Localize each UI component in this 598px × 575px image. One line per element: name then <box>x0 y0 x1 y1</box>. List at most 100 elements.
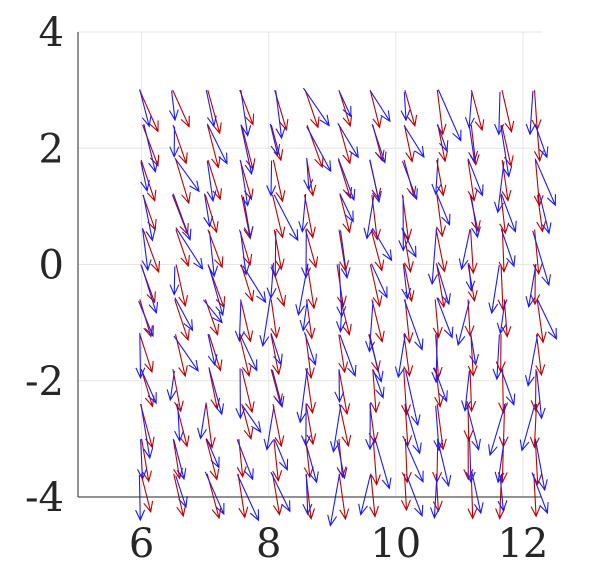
red-arrow <box>140 368 155 408</box>
blue-arrow <box>270 333 283 366</box>
blue-arrow <box>139 89 152 128</box>
blue-arrow <box>436 297 454 339</box>
red-arrow <box>208 334 223 372</box>
blue-arrow <box>468 125 479 163</box>
red-arrow <box>369 473 380 518</box>
blue-arrow <box>168 90 179 122</box>
blue-arrow <box>536 298 557 341</box>
red-arrow <box>304 89 320 129</box>
blue-arrow <box>337 158 356 202</box>
blue-arrow <box>206 438 220 469</box>
blue-arrow <box>471 471 484 515</box>
red-arrow <box>499 194 510 235</box>
red-arrow <box>432 334 443 379</box>
red-arrow <box>501 89 515 134</box>
blue-arrow <box>173 439 187 481</box>
blue-arrow <box>300 403 311 447</box>
blue-arrow <box>500 125 513 178</box>
blue-arrow <box>266 262 277 300</box>
red-arrow <box>175 229 190 268</box>
blue-arrow <box>336 440 348 480</box>
red-arrow <box>241 403 254 441</box>
blue-arrow <box>236 439 254 481</box>
blue-arrow <box>494 439 505 484</box>
blue-arrow <box>208 367 225 416</box>
blue-arrow <box>203 193 214 228</box>
blue-arrow <box>143 123 158 174</box>
red-arrow <box>240 299 254 343</box>
red-arrow <box>432 299 443 339</box>
red-arrow <box>270 124 284 162</box>
blue-arrow <box>534 158 557 207</box>
blue-arrow <box>172 193 192 241</box>
blue-arrow <box>465 263 476 293</box>
red-arrow <box>370 369 381 414</box>
blue-arrow <box>140 161 150 193</box>
blue-arrow <box>334 369 345 404</box>
red-arrow <box>303 194 316 239</box>
blue-arrow <box>525 263 537 309</box>
red-arrow <box>435 229 448 273</box>
blue-arrow <box>140 404 154 460</box>
blue-arrow <box>436 438 452 488</box>
blue-arrow <box>138 300 154 338</box>
blue-arrow <box>435 263 451 306</box>
blue-arrow <box>405 370 421 427</box>
red-arrow <box>338 369 351 416</box>
red-arrow <box>271 194 286 239</box>
blue-arrow <box>207 333 218 367</box>
red-arrow <box>139 334 154 374</box>
x-tick-label-10: 10 <box>370 521 421 567</box>
blue-arrow <box>206 160 217 203</box>
y-tick-label-neg2: -2 <box>25 359 64 405</box>
blue-arrow <box>429 474 440 520</box>
blue-arrow <box>372 369 385 399</box>
blue-arrow <box>492 334 503 381</box>
blue-arrow <box>525 90 536 136</box>
blue-arrow <box>458 228 471 271</box>
blue-arrow <box>465 436 476 484</box>
red-arrow <box>339 194 353 234</box>
red-arrow <box>463 438 474 481</box>
blue-arrow <box>532 230 551 287</box>
red-arrow <box>437 124 449 163</box>
blue-arrow <box>524 334 539 388</box>
blue-arrow <box>242 265 267 304</box>
red-arrow <box>337 159 353 200</box>
red-arrow <box>531 90 542 132</box>
blue-arrow <box>433 367 448 403</box>
blue-arrow <box>302 474 313 516</box>
red-arrow <box>467 229 478 275</box>
red-arrow <box>467 159 478 202</box>
y-tick-label-0: 0 <box>39 243 64 289</box>
blue-arrow <box>404 439 424 484</box>
red-arrow <box>469 124 480 167</box>
blue-arrow <box>141 265 159 315</box>
blue-arrow <box>400 92 411 122</box>
blue-arrow <box>266 160 277 197</box>
red-arrow <box>172 124 188 165</box>
red-arrow <box>436 194 447 238</box>
blue-arrow <box>174 157 200 193</box>
blue-arrow <box>269 123 281 157</box>
blue-arrow <box>275 90 286 140</box>
red-arrow <box>338 89 353 128</box>
arrow-field <box>135 87 557 527</box>
blue-arrow <box>370 263 388 299</box>
blue-arrow <box>338 91 352 118</box>
red-arrow <box>175 159 191 205</box>
blue-arrow <box>239 332 258 372</box>
blue-arrow <box>401 227 417 259</box>
blue-arrow <box>455 301 470 347</box>
red-arrow <box>402 229 414 274</box>
blue-arrow <box>306 126 332 173</box>
red-arrow <box>206 124 221 169</box>
blue-arrow <box>358 473 372 516</box>
blue-arrow <box>500 193 517 233</box>
blue-arrow <box>242 405 262 434</box>
x-tick-label-8: 8 <box>256 521 281 567</box>
blue-arrow <box>469 334 480 366</box>
blue-arrow <box>206 123 228 165</box>
red-arrow <box>173 473 187 518</box>
